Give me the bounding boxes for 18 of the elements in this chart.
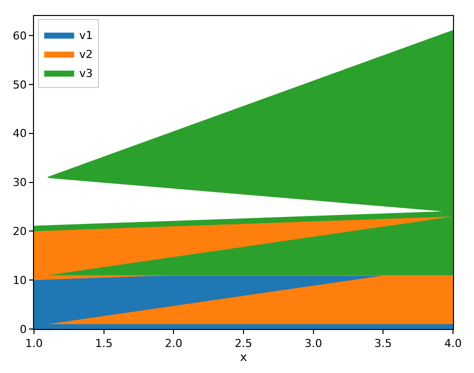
y-tick-label: 10 <box>12 274 27 287</box>
y-tick-label: 60 <box>12 29 27 42</box>
y-tick-label: 20 <box>12 225 27 238</box>
y-tick-label: 50 <box>12 78 27 92</box>
legend-label: v1 <box>79 28 93 42</box>
legend-label: v3 <box>79 66 93 80</box>
x-tick-label: 2.5 <box>234 337 252 350</box>
y-tick-label: 40 <box>12 127 27 140</box>
x-axis-title: x <box>240 350 248 364</box>
x-tick-label: 1.0 <box>25 337 43 350</box>
x-tick-label: 4.0 <box>444 337 462 350</box>
legend-label: v2 <box>79 48 93 61</box>
x-tick-label: 3.0 <box>304 337 322 350</box>
y-tick-label: 30 <box>12 176 27 190</box>
y-tick-label: 0 <box>20 322 27 336</box>
x-tick-label: 3.5 <box>374 337 392 350</box>
x-tick-label: 2.0 <box>164 337 182 350</box>
x-tick-label: 1.5 <box>95 337 113 350</box>
